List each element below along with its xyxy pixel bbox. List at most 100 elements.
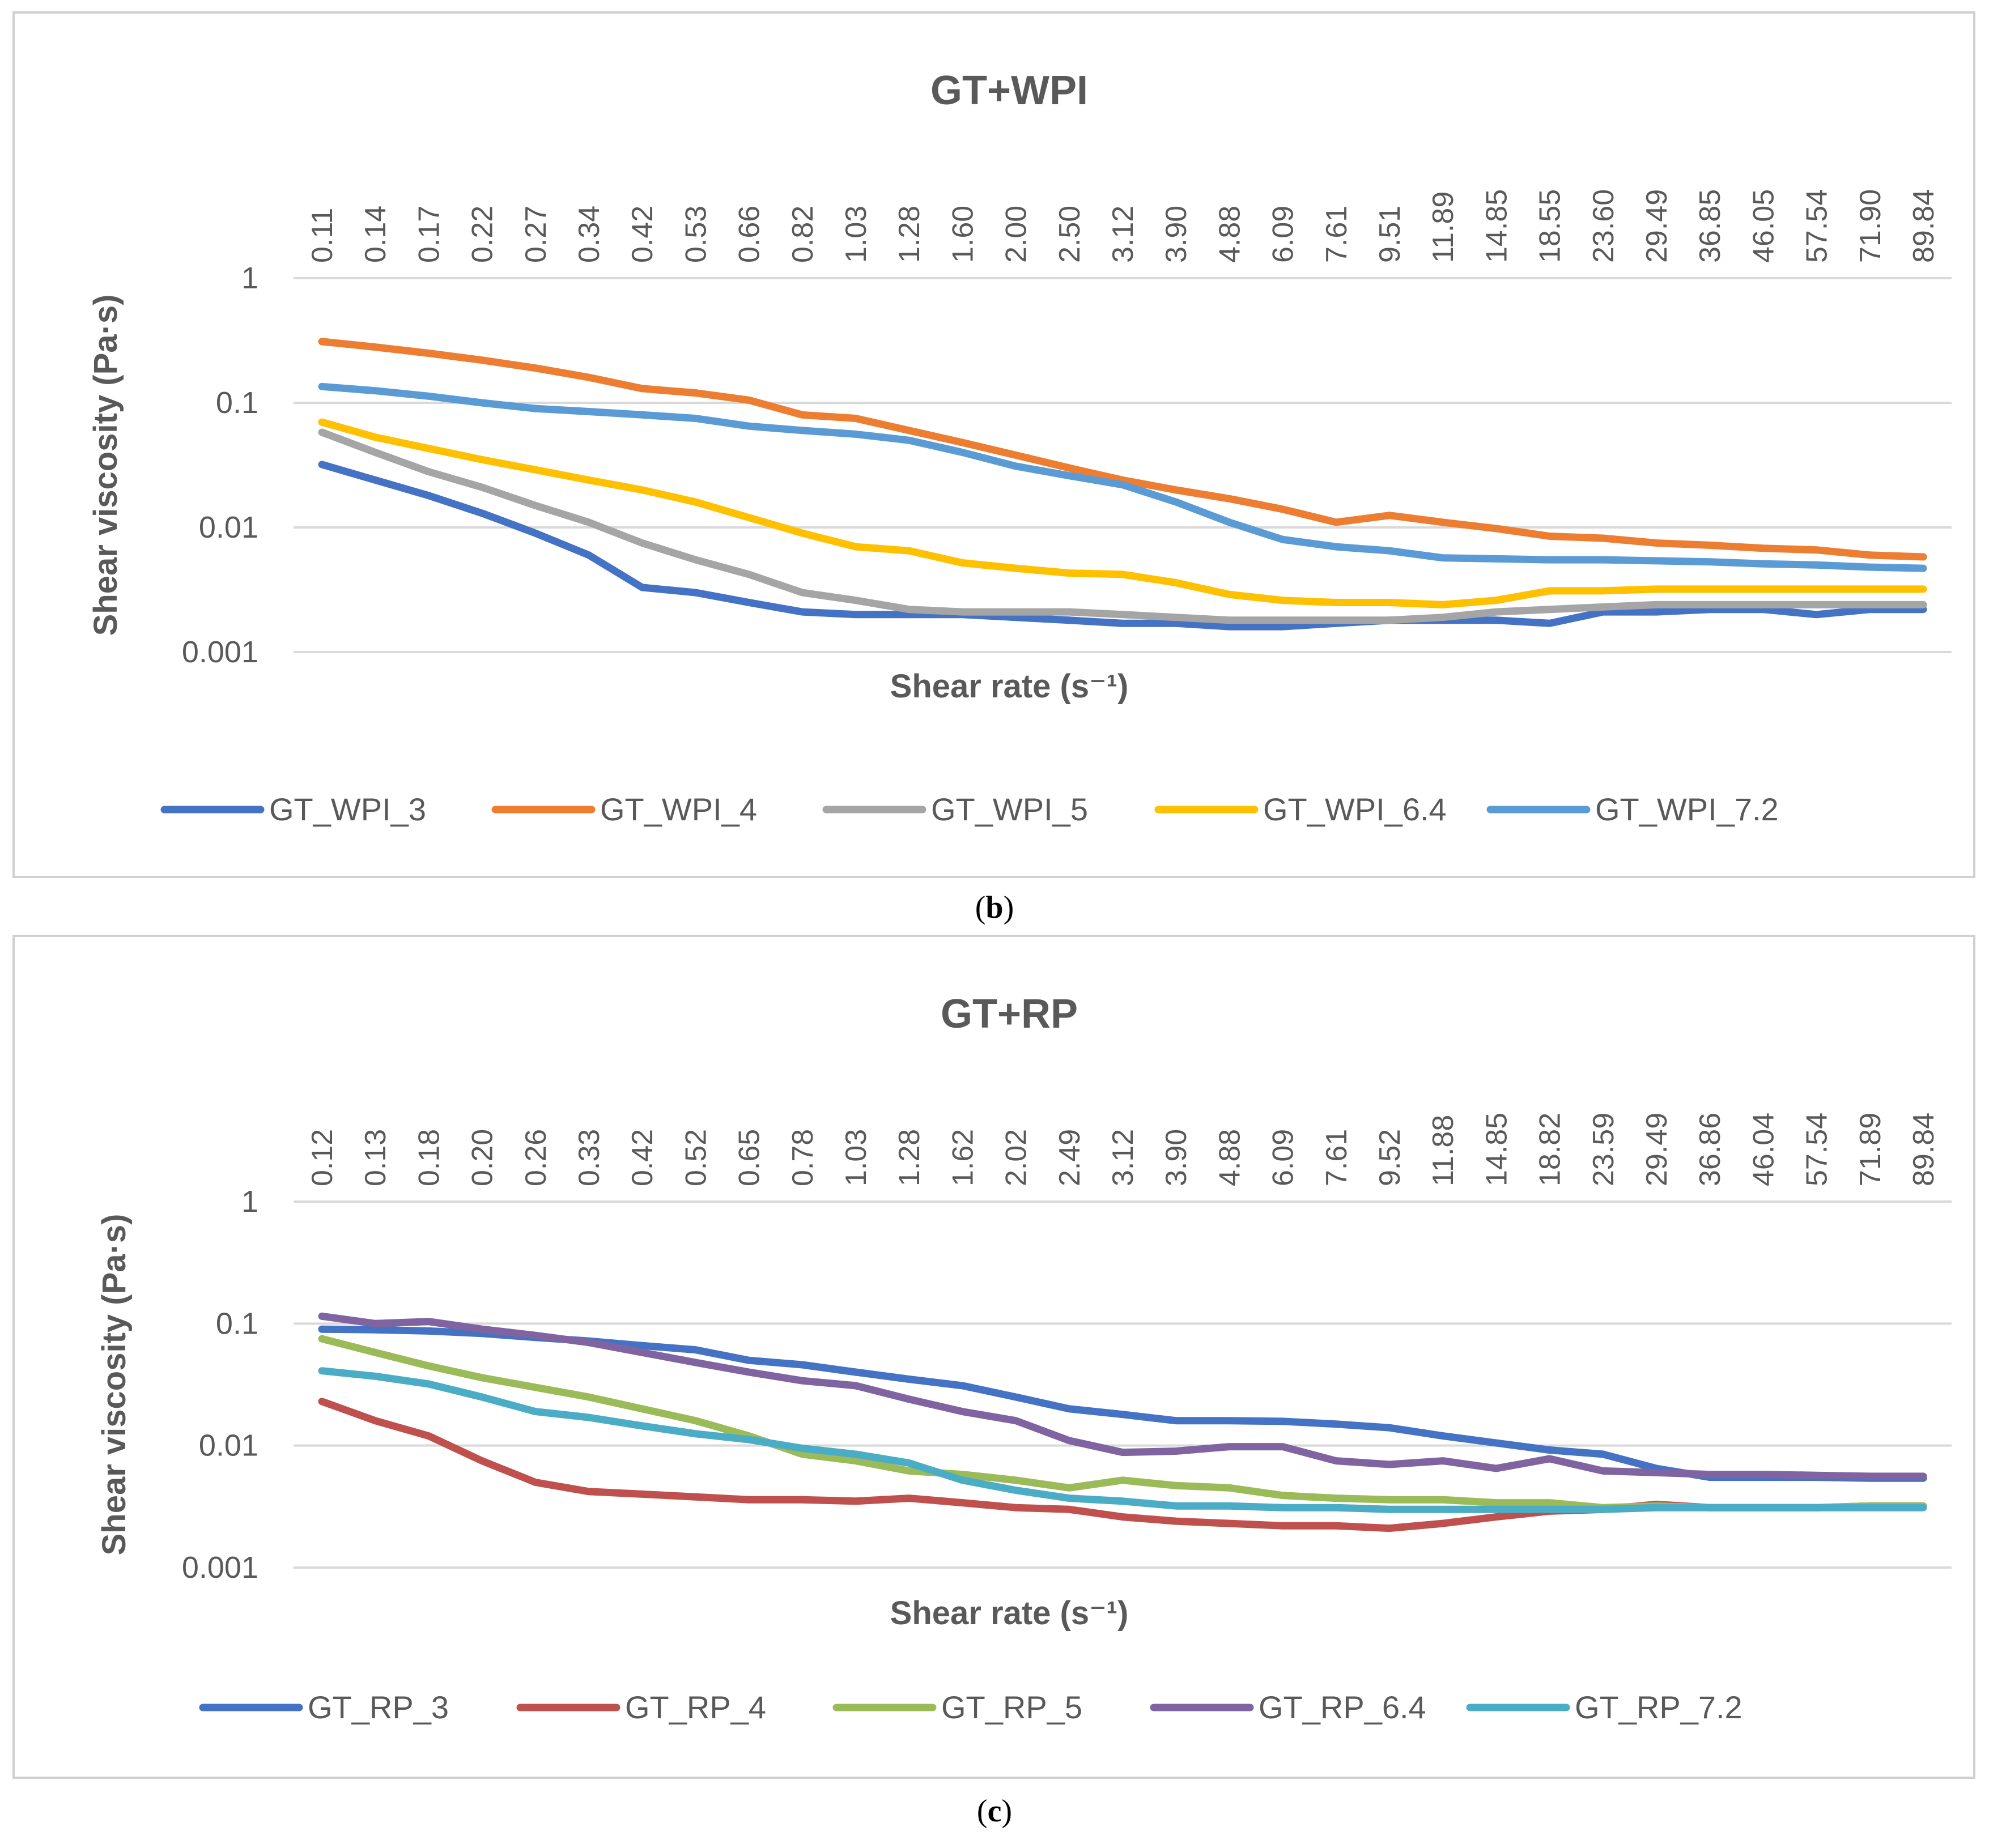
x-tick-label: 0.13 (359, 1129, 392, 1186)
x-tick-label: 1.03 (840, 1129, 873, 1186)
legend-label: GT_RP_6.4 (1259, 1689, 1426, 1725)
x-tick-label: 29.49 (1640, 1113, 1673, 1186)
x-tick-label: 57.54 (1801, 189, 1834, 263)
x-tick-label: 7.61 (1320, 1129, 1353, 1186)
x-tick-label: 0.82 (787, 206, 819, 263)
x-tick-label: 2.50 (1053, 206, 1086, 263)
x-tick-label: 11.89 (1427, 191, 1460, 263)
legend-item-gt-rp-4: GT_RP_4 (516, 1689, 766, 1725)
x-tick-label: 0.17 (413, 206, 445, 263)
legend-label: GT_WPI_3 (269, 791, 426, 827)
x-tick-label: 0.14 (359, 206, 392, 263)
caption-c: (c) (976, 1794, 1013, 1829)
x-tick-label: 18.55 (1534, 189, 1567, 263)
y-tick-label: 1 (241, 261, 258, 295)
y-tick-label: 0.01 (199, 1429, 258, 1463)
x-tick-label: 89.84 (1907, 1113, 1940, 1186)
x-tick-label: 71.90 (1854, 189, 1887, 263)
x-tick-label: 0.53 (679, 206, 712, 263)
x-tick-label: 9.52 (1374, 1129, 1406, 1186)
caption-c-letter: c (987, 1794, 1002, 1829)
x-tick-label: 3.90 (1160, 1129, 1193, 1186)
chart-gt-wpi: GT+WPI 1 0.1 0.01 0.001 0.11 0.14 0.17 0.22 0.27 0… (87, 68, 1952, 827)
legend-label: GT_WPI_5 (931, 791, 1088, 827)
series-line-gt-wpi-6-4 (318, 418, 1927, 608)
y-axis-label: Shear viscosity (Pa·s) (87, 295, 124, 636)
x-tick-label: 71.89 (1854, 1113, 1887, 1186)
x-tick-label: 0.65 (733, 1129, 766, 1186)
series-line-gt-wpi-7-2 (318, 382, 1927, 572)
legend-item-gt-wpi-3: GT_WPI_3 (160, 791, 426, 827)
series-line-gt-rp-5 (318, 1335, 1927, 1511)
chart-title: GT+WPI (930, 68, 1088, 113)
x-tick-label: 0.34 (573, 206, 606, 263)
x-tick-label: 6.09 (1267, 206, 1300, 263)
x-tick-label: 3.90 (1160, 206, 1193, 263)
x-tick-label: 0.27 (520, 206, 552, 263)
x-tick-label: 0.42 (626, 1129, 659, 1186)
x-axis-label: Shear rate (s⁻¹) (890, 668, 1129, 705)
x-tick-label: 29.49 (1640, 189, 1673, 263)
x-tick-label: 2.00 (1000, 206, 1033, 263)
y-tick-label: 0.001 (182, 635, 258, 669)
legend-label: GT_RP_7.2 (1575, 1689, 1742, 1725)
x-tick-label: 23.60 (1587, 189, 1620, 263)
x-tick-label: 46.05 (1747, 189, 1780, 263)
x-tick-label: 14.85 (1480, 189, 1513, 263)
series-line-gt-wpi-5 (318, 428, 1927, 624)
x-tick-label: 1.62 (946, 1129, 979, 1186)
x-tick-label: 1.28 (893, 206, 926, 263)
x-axis-label: Shear rate (s⁻¹) (890, 1595, 1129, 1632)
series-line-gt-rp-6-4 (318, 1312, 1927, 1480)
x-tick-label: 0.66 (733, 206, 766, 263)
y-tick-label: 0.01 (199, 510, 258, 544)
x-tick-label: 11.88 (1427, 1115, 1460, 1186)
x-tick-label: 9.51 (1374, 206, 1406, 263)
legend-label: GT_WPI_4 (600, 791, 757, 827)
x-tick-label: 0.11 (306, 208, 339, 263)
legend-label: GT_RP_4 (625, 1689, 766, 1725)
x-tick-label: 2.49 (1053, 1129, 1086, 1186)
x-tick-label: 6.09 (1267, 1129, 1300, 1186)
legend-item-gt-wpi-5: GT_WPI_5 (822, 791, 1088, 827)
chart-panel-rp: GT+RP 1 0.1 0.01 0.001 0.12 0.13 0.18 0.20 0.26 0.… (12, 935, 1975, 1779)
legend-item-gt-rp-5: GT_RP_5 (832, 1689, 1082, 1725)
x-tick-label: 0.42 (626, 206, 659, 263)
x-tick-label: 0.33 (573, 1129, 606, 1186)
y-tick-label: 0.1 (216, 1306, 258, 1340)
x-tick-label: 36.86 (1694, 1113, 1727, 1186)
y-tick-label: 0.1 (216, 386, 258, 420)
x-tick-label: 0.18 (413, 1129, 445, 1186)
legend-item-gt-wpi-7-2: GT_WPI_7.2 (1486, 791, 1779, 827)
legend-item-gt-wpi-4: GT_WPI_4 (491, 791, 757, 827)
x-tick-label: 36.85 (1694, 189, 1727, 263)
legend-item-gt-rp-7-2: GT_RP_7.2 (1466, 1689, 1742, 1725)
x-tick-label: 4.88 (1213, 1129, 1246, 1186)
legend-item-gt-rp-3: GT_RP_3 (199, 1689, 449, 1725)
caption-b-letter: b (985, 890, 1004, 925)
chart-panel-wpi: GT+WPI 1 0.1 0.01 0.001 0.11 0.14 0.17 0.22 0.27 0… (12, 11, 1975, 878)
x-tick-label: 23.59 (1587, 1113, 1620, 1186)
x-tick-label: 2.02 (1000, 1129, 1033, 1186)
x-tick-label: 1.60 (946, 206, 979, 263)
x-tick-label: 57.54 (1801, 1113, 1834, 1186)
x-tick-label: 0.22 (466, 206, 499, 263)
legend-label: GT_RP_3 (308, 1689, 449, 1725)
x-tick-label: 18.82 (1534, 1113, 1567, 1186)
legend-label: GT_WPI_7.2 (1595, 791, 1779, 827)
x-tick-label: 4.88 (1213, 206, 1246, 263)
x-tick-label: 0.20 (466, 1129, 499, 1186)
legend-label: GT_RP_5 (941, 1689, 1082, 1725)
legend-label: GT_WPI_6.4 (1263, 791, 1447, 827)
x-tick-label: 46.04 (1747, 1113, 1780, 1186)
x-tick-label: 3.12 (1107, 1129, 1140, 1186)
chart-title: GT+RP (941, 991, 1078, 1037)
legend-item-gt-rp-6-4: GT_RP_6.4 (1150, 1689, 1426, 1725)
chart-gt-rp: GT+RP 1 0.1 0.01 0.001 0.12 0.13 0.18 0.20 0.26 0.… (96, 991, 1952, 1725)
x-tick-label: 89.84 (1907, 189, 1940, 263)
series-line-gt-wpi-3 (318, 461, 1927, 631)
series-line-gt-wpi-4 (318, 338, 1927, 561)
x-tick-label: 14.85 (1480, 1113, 1513, 1186)
y-tick-label: 0.001 (182, 1551, 258, 1585)
x-tick-label: 1.03 (840, 206, 873, 263)
